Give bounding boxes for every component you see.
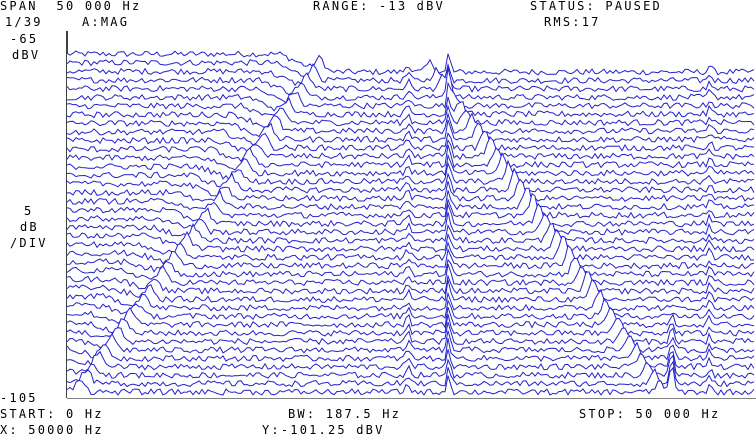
trace-line-36 <box>66 349 755 371</box>
trace-mask-34 <box>67 330 756 356</box>
trace-mask-37 <box>67 355 756 382</box>
trace-mask-35 <box>67 338 756 365</box>
trace-line-27 <box>66 271 755 295</box>
trace-line-19 <box>66 202 755 228</box>
y-scale-unit: dB <box>20 220 39 234</box>
trace-line-14 <box>66 159 755 186</box>
range-label: RANGE: -13 dBV <box>313 0 445 13</box>
stop-label: STOP: 50 000 Hz <box>579 407 721 421</box>
trace-line-8 <box>66 111 755 135</box>
trace-mask-21 <box>67 223 756 247</box>
trace-line-9 <box>66 119 755 144</box>
trace-line-18 <box>66 192 755 219</box>
y-scale-per: /DIV <box>10 236 48 250</box>
trace-mask-15 <box>67 168 756 196</box>
trace-line-3 <box>66 66 755 93</box>
trace-line-10 <box>66 128 755 152</box>
trace-mask-30 <box>67 299 756 323</box>
trace-line-37 <box>66 354 755 380</box>
trace-line-1 <box>66 50 755 76</box>
trace-line-12 <box>66 144 755 169</box>
trace-mask-10 <box>67 128 756 154</box>
trace-line-21 <box>66 223 755 245</box>
trace-mask-33 <box>67 322 756 348</box>
trace-line-4 <box>66 68 755 101</box>
trace-mask-11 <box>67 137 756 163</box>
trace-line-26 <box>66 263 755 287</box>
trace-line-20 <box>66 212 755 237</box>
status-label: STATUS: PAUSED <box>530 0 662 13</box>
trace-line-7 <box>66 102 755 127</box>
trace-line-24 <box>66 244 755 270</box>
trace-line-30 <box>66 298 755 321</box>
trace-mask-19 <box>67 203 756 230</box>
trace-line-31 <box>66 306 755 329</box>
trace-line-5 <box>66 81 755 110</box>
trace-line-32 <box>66 314 755 337</box>
bw-label: BW: 187.5 Hz <box>288 407 402 421</box>
trace-line-33 <box>66 322 755 346</box>
trace-line-16 <box>66 178 755 202</box>
trace-line-11 <box>66 136 755 161</box>
waterfall-traces <box>66 50 756 398</box>
trace-mask-14 <box>67 161 756 188</box>
start-label: START: 0 Hz <box>0 407 104 421</box>
trace-line-25 <box>66 257 755 278</box>
trace-mask-31 <box>67 307 756 331</box>
trace-line-35 <box>66 338 755 363</box>
y-scale-value: 5 <box>24 204 34 218</box>
trace-mask-36 <box>67 349 756 373</box>
trace-index-label: 1/39 <box>5 15 43 29</box>
trace-line-38 <box>66 360 755 388</box>
trace-line-23 <box>66 235 755 262</box>
trace-line-39 <box>66 366 755 396</box>
trace-line-6 <box>67 93 755 118</box>
trace-line-17 <box>66 187 755 211</box>
y-readout: Y:-101.25 dBV <box>262 423 385 437</box>
trace-mode-label: A:MAG <box>82 15 130 29</box>
y-top-value: -65 <box>10 32 39 46</box>
trace-line-13 <box>66 151 755 177</box>
trace-mask-38 <box>67 361 756 390</box>
y-top-unit: dBV <box>12 48 41 62</box>
trace-mask-27 <box>67 271 756 297</box>
y-bottom-value: -105 <box>0 391 38 405</box>
trace-line-2 <box>66 59 755 84</box>
trace-line-29 <box>66 289 755 312</box>
trace-line-15 <box>66 167 755 194</box>
trace-line-28 <box>66 278 755 304</box>
trace-line-22 <box>66 228 755 253</box>
span-label: SPAN 50 000 Hz <box>0 0 142 13</box>
x-readout: X: 50000 Hz <box>0 423 104 437</box>
rms-label: RMS:17 <box>544 15 601 29</box>
